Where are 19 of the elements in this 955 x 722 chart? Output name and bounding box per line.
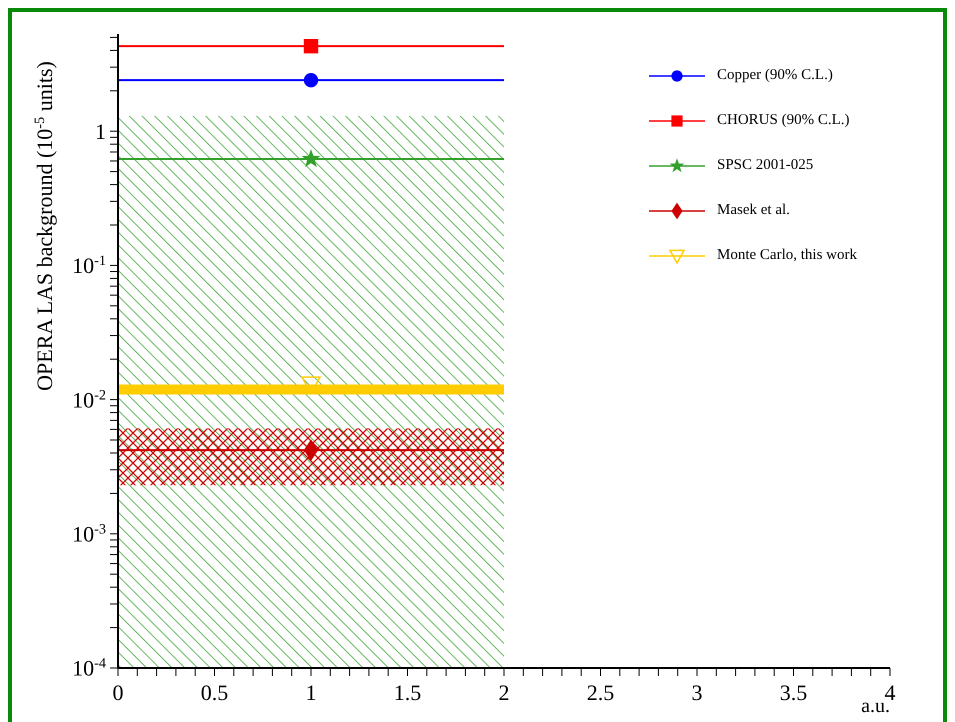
y-tick-label: 10$^{-2}$ (72, 387, 106, 412)
x-tick-label: 1.5 (394, 680, 422, 705)
x-tick-label: 4 (884, 680, 896, 705)
y-tick-label: 10$^{-3}$ (72, 522, 106, 546)
x-tick-label: 2.5 (586, 680, 614, 705)
x-tick-label: 2 (498, 680, 510, 705)
x-tick-label: 1 (306, 680, 316, 705)
x-tick-label: 0 (112, 680, 124, 705)
x-tick-label: 3.5 (780, 680, 808, 705)
x-tick-label: 3 (692, 680, 702, 705)
y-tick-label: 1 (95, 118, 106, 144)
legend-label: Masek et al. (717, 202, 790, 219)
legend-label: Copper (90% C.L.) (717, 67, 833, 84)
x-tick-label: 0.5 (200, 680, 228, 705)
legend-label: SPSC 2001-025 (717, 157, 814, 174)
y-tick-label: 10$^{-1}$ (72, 253, 106, 278)
y-tick-label: 10$^{-4}$ (72, 656, 106, 681)
legend-label: Monte Carlo, this work (717, 247, 857, 264)
legend-label: CHORUS (90% C.L.) (717, 112, 850, 129)
